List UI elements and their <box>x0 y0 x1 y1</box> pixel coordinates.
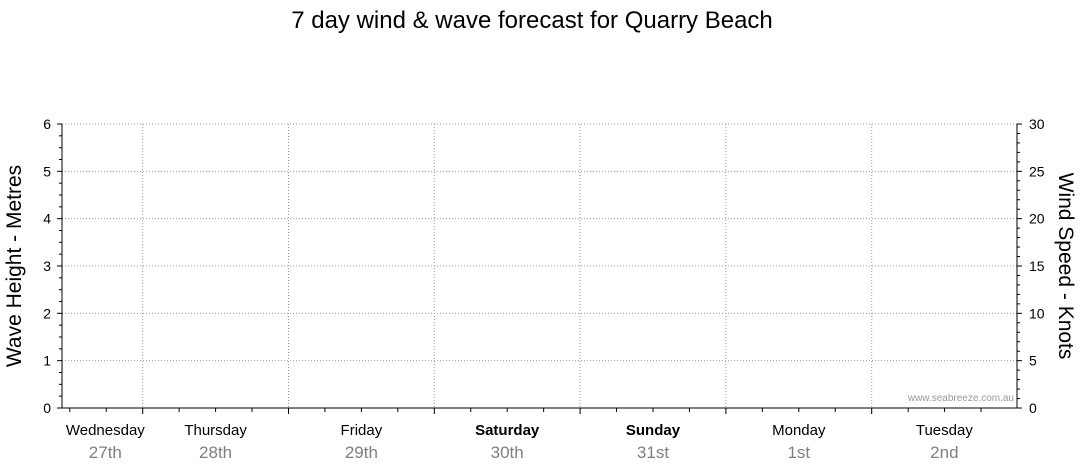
day-name-label: Sunday <box>626 422 681 439</box>
day-date-label: 28th <box>199 443 232 462</box>
right-axis-ticks: 0 5 10 15 20 25 30 <box>1017 116 1045 416</box>
right-axis-title: Wind Speed - Knots <box>1054 173 1077 360</box>
right-tick-label: 20 <box>1029 211 1045 227</box>
left-tick-label: 3 <box>43 258 51 274</box>
right-tick-label: 25 <box>1029 163 1045 179</box>
left-tick-label: 6 <box>43 116 51 132</box>
left-tick-label: 4 <box>43 211 51 227</box>
day-name-label: Thursday <box>184 422 247 439</box>
left-axis-title: Wave Height - Metres <box>3 165 26 367</box>
day-date-label: 1st <box>787 443 810 462</box>
day-name-label: Monday <box>772 422 826 439</box>
day-name-label: Wednesday <box>66 422 145 439</box>
right-tick-label: 30 <box>1029 116 1045 132</box>
left-axis-ticks: 0 1 2 3 4 5 6 <box>43 116 62 416</box>
day-date-label: 2nd <box>930 443 958 462</box>
day-date-label: 27th <box>89 443 122 462</box>
day-labels: Wednesday 27th Thursday 28th Friday 29th Satur… <box>66 422 973 462</box>
right-tick-label: 10 <box>1029 305 1045 321</box>
gridlines <box>62 123 1017 414</box>
day-date-label: 30th <box>491 443 524 462</box>
day-name-label: Saturday <box>475 422 540 439</box>
left-tick-label: 2 <box>43 305 51 321</box>
chart-title: 7 day wind & wave forecast for Quarry Be… <box>291 7 773 34</box>
day-date-label: 29th <box>345 443 378 462</box>
left-tick-label: 0 <box>43 400 51 416</box>
day-name-label: Tuesday <box>916 422 973 439</box>
left-tick-label: 1 <box>43 353 51 369</box>
watermark-text: www.seabreeze.com.au <box>907 393 1014 404</box>
axes <box>61 124 1018 414</box>
right-tick-label: 0 <box>1029 400 1037 416</box>
day-name-label: Friday <box>341 422 383 439</box>
day-date-label: 31st <box>637 443 669 462</box>
left-tick-label: 5 <box>43 163 51 179</box>
right-tick-label: 5 <box>1029 353 1037 369</box>
right-tick-label: 15 <box>1029 258 1045 274</box>
